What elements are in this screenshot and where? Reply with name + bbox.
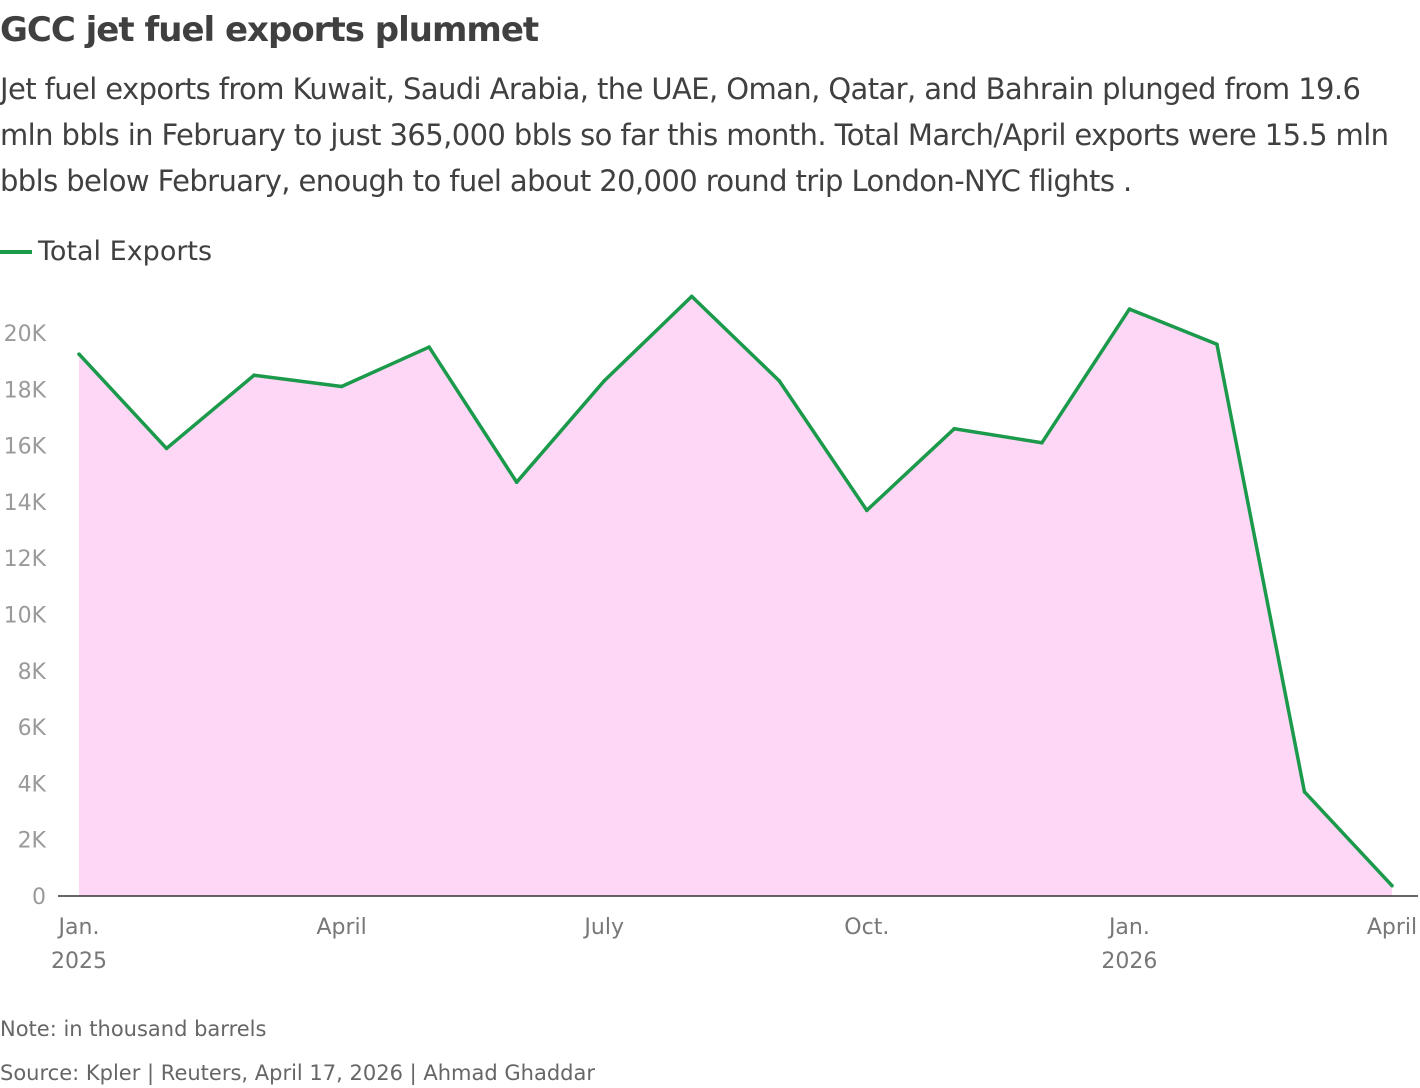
data-point — [952, 426, 957, 431]
data-point — [339, 384, 344, 389]
x-tick-year-label: 2026 — [1101, 949, 1157, 974]
data-point — [252, 373, 256, 378]
x-tick-label: April — [1367, 915, 1417, 940]
data-point — [427, 345, 431, 349]
y-tick-label: 12K — [4, 547, 47, 572]
chart-subtitle: Jet fuel exports from Kuwait, Saudi Arab… — [0, 72, 1389, 198]
y-tick-label: 4K — [18, 772, 47, 797]
y-tick-label: 20K — [4, 322, 47, 347]
data-point — [77, 352, 81, 356]
legend-swatch — [0, 249, 32, 254]
x-tick-label: April — [316, 915, 366, 940]
legend: Total Exports — [0, 236, 212, 267]
x-tick-label: Jan. — [1107, 915, 1150, 940]
chart-title: GCC jet fuel exports plummet — [0, 10, 539, 50]
data-point — [777, 379, 782, 383]
legend-label: Total Exports — [38, 236, 213, 267]
series-line-total-exports — [77, 294, 1394, 887]
y-tick-label: 8K — [18, 660, 47, 685]
data-point — [1390, 883, 1394, 888]
area-fill — [79, 296, 1392, 896]
data-point — [602, 379, 606, 383]
data-point — [865, 508, 869, 513]
data-point — [1302, 790, 1307, 794]
x-tick-label: Oct. — [844, 915, 889, 940]
data-point — [1040, 440, 1044, 445]
y-tick-label: 18K — [4, 378, 47, 403]
x-tick-label: July — [582, 915, 624, 940]
y-tick-label: 6K — [18, 716, 47, 741]
data-point — [164, 446, 169, 451]
data-point — [689, 294, 694, 299]
data-point — [514, 480, 519, 484]
x-tick-year-label: 2025 — [51, 949, 107, 974]
y-tick-label: 14K — [4, 491, 47, 516]
note: Note: in thousand barrels — [0, 1017, 267, 1041]
y-tick-label: 2K — [18, 829, 47, 854]
x-tick-label: Jan. — [57, 915, 100, 940]
y-tick-label: 16K — [4, 435, 47, 460]
chart-svg: 0 2K 4K 6K 8K 10K 12K 14K 16K 18K 20K Jan. 2025 April… — [4, 294, 1418, 974]
source: Source: Kpler | Reuters, April 17, 2026 … — [0, 1061, 595, 1085]
y-tick-label: 0 — [32, 885, 46, 910]
data-point — [1215, 342, 1219, 347]
y-tick-label: 10K — [4, 604, 47, 629]
data-point — [1127, 307, 1132, 311]
